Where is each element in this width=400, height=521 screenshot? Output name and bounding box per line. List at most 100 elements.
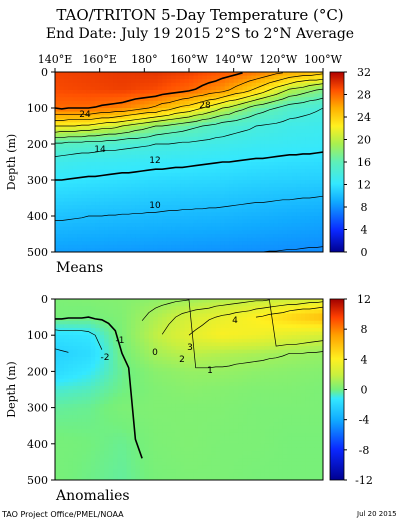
field-cell xyxy=(193,223,199,228)
field-cell xyxy=(291,241,297,246)
field-cell xyxy=(305,194,311,199)
field-cell xyxy=(144,93,150,98)
field-cell xyxy=(175,237,181,242)
field-cell xyxy=(318,86,323,91)
field-cell xyxy=(175,147,181,152)
field-cell xyxy=(251,108,257,113)
field-cell xyxy=(180,241,186,246)
field-cell xyxy=(206,356,212,362)
field-cell xyxy=(242,216,248,221)
field-cell xyxy=(318,317,323,322)
field-cell xyxy=(189,317,195,322)
field-cell xyxy=(220,400,226,405)
field-cell xyxy=(211,111,217,116)
field-cell xyxy=(135,234,141,239)
field-cell xyxy=(148,375,154,380)
field-cell xyxy=(189,219,195,224)
field-cell xyxy=(220,414,226,420)
field-cell xyxy=(130,299,136,304)
field-cell xyxy=(305,97,311,102)
field-cell xyxy=(224,356,230,362)
field-cell xyxy=(180,216,186,221)
field-cell xyxy=(282,180,288,185)
field-cell xyxy=(130,100,136,105)
field-cell xyxy=(113,72,119,77)
field-cell xyxy=(99,306,105,311)
field-cell xyxy=(291,237,297,242)
field-cell xyxy=(291,371,297,376)
field-cell xyxy=(162,172,168,177)
field-cell xyxy=(296,86,302,91)
field-cell xyxy=(256,165,262,170)
field-cell xyxy=(126,338,132,344)
field-cell xyxy=(81,97,87,102)
field-cell xyxy=(251,230,257,235)
field-cell xyxy=(305,223,311,228)
field-cell xyxy=(305,104,311,109)
field-cell xyxy=(300,364,306,369)
field-cell xyxy=(153,183,159,188)
field-cell xyxy=(171,169,177,174)
field-cell xyxy=(256,90,262,95)
field-cell xyxy=(180,100,186,105)
field-cell xyxy=(175,97,181,102)
field-cell xyxy=(68,342,74,347)
field-cell xyxy=(269,219,275,224)
field-cell xyxy=(278,126,284,131)
field-cell xyxy=(104,223,110,228)
field-cell xyxy=(99,382,105,387)
field-cell xyxy=(247,162,253,167)
field-cell xyxy=(193,317,199,322)
field-cell xyxy=(180,176,186,181)
field-cell xyxy=(287,154,293,159)
field-cell xyxy=(206,349,212,354)
field-cell xyxy=(148,327,154,333)
field-cell xyxy=(229,176,235,181)
field-cell xyxy=(126,223,132,228)
field-cell xyxy=(184,378,190,383)
field-cell xyxy=(90,367,96,372)
field-cell xyxy=(224,346,230,351)
field-cell xyxy=(148,331,154,336)
field-cell xyxy=(318,180,323,185)
field-cell xyxy=(202,349,208,354)
field-cell xyxy=(273,360,279,365)
field-cell xyxy=(180,234,186,239)
field-cell xyxy=(296,248,302,252)
field-cell xyxy=(189,335,195,340)
field-cell xyxy=(314,385,320,391)
field-cell xyxy=(211,331,217,336)
field-cell xyxy=(233,176,239,181)
field-cell xyxy=(122,306,128,311)
field-cell xyxy=(282,364,288,369)
field-cell xyxy=(260,226,266,231)
field-cell xyxy=(122,299,128,304)
field-cell xyxy=(166,306,172,311)
field-cell xyxy=(282,317,288,322)
field-cell xyxy=(238,356,244,362)
field-cell xyxy=(113,104,119,109)
field-cell xyxy=(305,364,311,369)
field-cell xyxy=(126,302,132,307)
field-cell xyxy=(278,367,284,372)
field-cell xyxy=(162,317,168,322)
field-cell xyxy=(171,331,177,336)
field-cell xyxy=(135,356,141,362)
field-cell xyxy=(224,223,230,228)
field-cell xyxy=(189,208,195,213)
field-cell xyxy=(211,230,217,235)
field-cell xyxy=(99,147,105,152)
field-cell xyxy=(117,367,123,372)
field-cell xyxy=(220,201,226,206)
field-cell xyxy=(229,140,235,145)
field-cell xyxy=(63,237,69,242)
field-cell xyxy=(238,140,244,145)
field-cell xyxy=(224,389,230,394)
field-cell xyxy=(264,313,270,318)
field-cell xyxy=(63,320,69,325)
field-cell xyxy=(77,418,83,423)
field-cell xyxy=(300,126,306,131)
field-cell xyxy=(126,183,132,188)
field-cell xyxy=(202,335,208,340)
field-cell xyxy=(135,190,141,195)
